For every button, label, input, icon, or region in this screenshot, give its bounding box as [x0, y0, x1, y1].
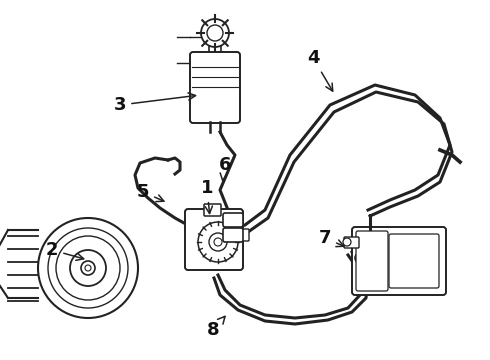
Circle shape	[214, 238, 222, 246]
Text: 2: 2	[46, 241, 84, 260]
FancyBboxPatch shape	[204, 204, 221, 216]
FancyBboxPatch shape	[223, 213, 243, 227]
Circle shape	[207, 25, 223, 41]
Circle shape	[355, 253, 365, 263]
Circle shape	[85, 265, 91, 271]
Circle shape	[343, 238, 351, 246]
Circle shape	[38, 218, 138, 318]
Text: 6: 6	[219, 156, 231, 181]
FancyBboxPatch shape	[389, 234, 439, 288]
Circle shape	[70, 250, 106, 286]
FancyBboxPatch shape	[352, 227, 446, 295]
FancyBboxPatch shape	[209, 45, 221, 55]
Text: 5: 5	[137, 183, 164, 202]
Circle shape	[209, 233, 227, 251]
Circle shape	[361, 266, 369, 274]
Text: 7: 7	[319, 229, 344, 247]
Circle shape	[56, 236, 120, 300]
FancyBboxPatch shape	[190, 52, 240, 123]
Text: 3: 3	[114, 93, 196, 114]
Text: 8: 8	[207, 316, 225, 339]
Circle shape	[201, 19, 229, 47]
FancyBboxPatch shape	[356, 231, 388, 291]
Text: 1: 1	[201, 179, 213, 213]
Circle shape	[81, 261, 95, 275]
Circle shape	[198, 222, 238, 262]
Text: 4: 4	[307, 49, 333, 91]
FancyBboxPatch shape	[185, 209, 243, 270]
FancyBboxPatch shape	[344, 237, 359, 248]
FancyBboxPatch shape	[223, 228, 243, 242]
FancyBboxPatch shape	[237, 229, 249, 241]
Circle shape	[48, 228, 128, 308]
